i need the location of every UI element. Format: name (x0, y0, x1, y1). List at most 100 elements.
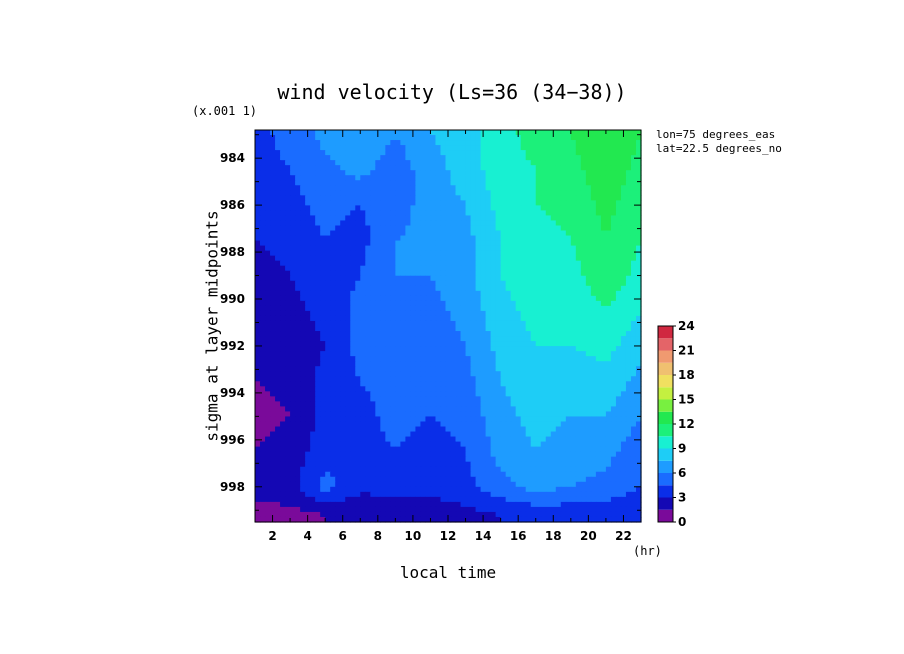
contour-cell (305, 255, 311, 262)
contour-cell (450, 426, 457, 433)
contour-cell (280, 356, 286, 362)
contour-cell (270, 396, 276, 402)
contour-cell (630, 300, 637, 307)
contour-cell (465, 215, 472, 222)
contour-cell (575, 290, 582, 297)
contour-cell (530, 295, 537, 302)
contour-cell (490, 175, 497, 181)
contour-cell (305, 135, 311, 141)
contour-cell (275, 431, 281, 438)
contour-cell (475, 135, 482, 141)
contour-cell (625, 361, 632, 367)
contour-cell (425, 215, 432, 222)
contour-cell (315, 436, 321, 443)
contour-cell (480, 315, 487, 322)
contour-cell (590, 260, 597, 267)
contour-cell (405, 356, 411, 362)
contour-cell (450, 195, 457, 201)
contour-cell (480, 310, 487, 317)
contour-cell (360, 210, 366, 217)
contour-cell (540, 215, 547, 222)
contour-cell (280, 300, 286, 307)
contour-cell (600, 315, 607, 322)
contour-cell (430, 285, 437, 292)
contour-cell (425, 381, 432, 387)
contour-cell (470, 381, 477, 387)
contour-cell (400, 220, 406, 227)
contour-cell (445, 431, 452, 438)
contour-cell (405, 381, 411, 387)
contour-cell (615, 190, 622, 196)
contour-cell (400, 381, 406, 387)
contour-cell (430, 426, 437, 433)
contour-cell (625, 391, 632, 397)
contour-cell (275, 441, 281, 448)
contour-cell (535, 280, 542, 287)
contour-cell (575, 180, 582, 186)
contour-cell (630, 155, 637, 161)
contour-cell (350, 411, 356, 418)
contour-cell (500, 341, 507, 347)
contour-cell (270, 416, 276, 423)
contour-cell (465, 265, 472, 272)
contour-cell (385, 305, 391, 312)
contour-cell (385, 250, 391, 257)
contour-cell (380, 436, 386, 443)
contour-cell (275, 165, 281, 171)
contour-cell (585, 175, 592, 181)
contour-cell (275, 401, 281, 408)
contour-cell (435, 275, 442, 282)
contour-cell (360, 300, 366, 307)
contour-cell (635, 285, 642, 292)
contour-cell (300, 386, 306, 392)
contour-cell (460, 150, 467, 156)
contour-cell (310, 346, 316, 352)
contour-cell (255, 356, 261, 362)
contour-cell (290, 250, 296, 257)
contour-cell (595, 185, 602, 191)
contour-cell (265, 280, 271, 287)
contour-cell (620, 351, 627, 357)
contour-cell (300, 150, 306, 156)
contour-cell (580, 441, 587, 448)
contour-cell (565, 195, 572, 201)
contour-cell (315, 215, 321, 222)
contour-cell (455, 426, 462, 433)
contour-cell (445, 240, 452, 247)
contour-cell (360, 451, 366, 458)
contour-cell (350, 346, 356, 352)
contour-cell (355, 381, 361, 387)
contour-cell (490, 155, 497, 161)
contour-cell (440, 446, 447, 453)
contour-cell (545, 391, 552, 397)
contour-cell (365, 361, 371, 367)
contour-cell (345, 130, 351, 136)
contour-cell (620, 305, 627, 312)
contour-cell (520, 436, 527, 443)
contour-cell (275, 320, 281, 327)
contour-cell (430, 260, 437, 267)
contour-cell (590, 270, 597, 277)
contour-cell (395, 320, 401, 327)
contour-cell (610, 205, 617, 212)
contour-cell (445, 150, 452, 156)
contour-cell (485, 290, 492, 297)
contour-cell (595, 165, 602, 171)
contour-cell (610, 310, 617, 317)
contour-cell (420, 260, 427, 267)
contour-cell (530, 356, 537, 362)
contour-cell (465, 135, 472, 141)
contour-cell (495, 170, 502, 176)
contour-cell (495, 426, 502, 433)
contour-cell (635, 185, 642, 191)
contour-cell (590, 285, 597, 292)
contour-cell (520, 195, 527, 201)
contour-cell (445, 260, 452, 267)
contour-cell (410, 285, 417, 292)
contour-cell (350, 150, 356, 156)
contour-cell (350, 336, 356, 342)
contour-cell (290, 195, 296, 201)
contour-cell (320, 230, 326, 237)
contour-cell (430, 185, 437, 191)
contour-cell (335, 195, 341, 201)
